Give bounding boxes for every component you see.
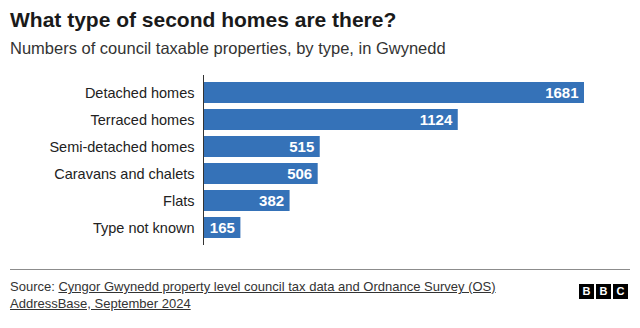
svg-text:Detached homes: Detached homes <box>85 85 195 101</box>
svg-text:515: 515 <box>289 138 314 155</box>
svg-text:1681: 1681 <box>545 84 578 101</box>
svg-text:506: 506 <box>287 165 312 182</box>
html-text:Source: Cyngor Gwynedd propert: Source: Cyngor Gwynedd property level co… <box>10 279 496 311</box>
svg-text:Type not known: Type not known <box>93 220 195 236</box>
svg-text:382: 382 <box>259 192 284 209</box>
svg-text:Semi-detached homes: Semi-detached homes <box>49 139 194 155</box>
html-text:B: B <box>582 285 591 297</box>
svg-text:165: 165 <box>210 219 235 236</box>
html-text:Numbers of council taxable pro: Numbers of council taxable properties, b… <box>10 39 446 57</box>
svg-text:Terraced homes: Terraced homes <box>91 112 195 128</box>
html-text:C: C <box>616 285 625 297</box>
svg-text:Caravans and chalets: Caravans and chalets <box>54 166 194 182</box>
svg-text:Flats: Flats <box>163 193 194 209</box>
html-text:B: B <box>599 285 608 297</box>
html-text:What type of second homes are: What type of second homes are there? <box>10 8 397 31</box>
svg-text:1124: 1124 <box>420 111 453 128</box>
